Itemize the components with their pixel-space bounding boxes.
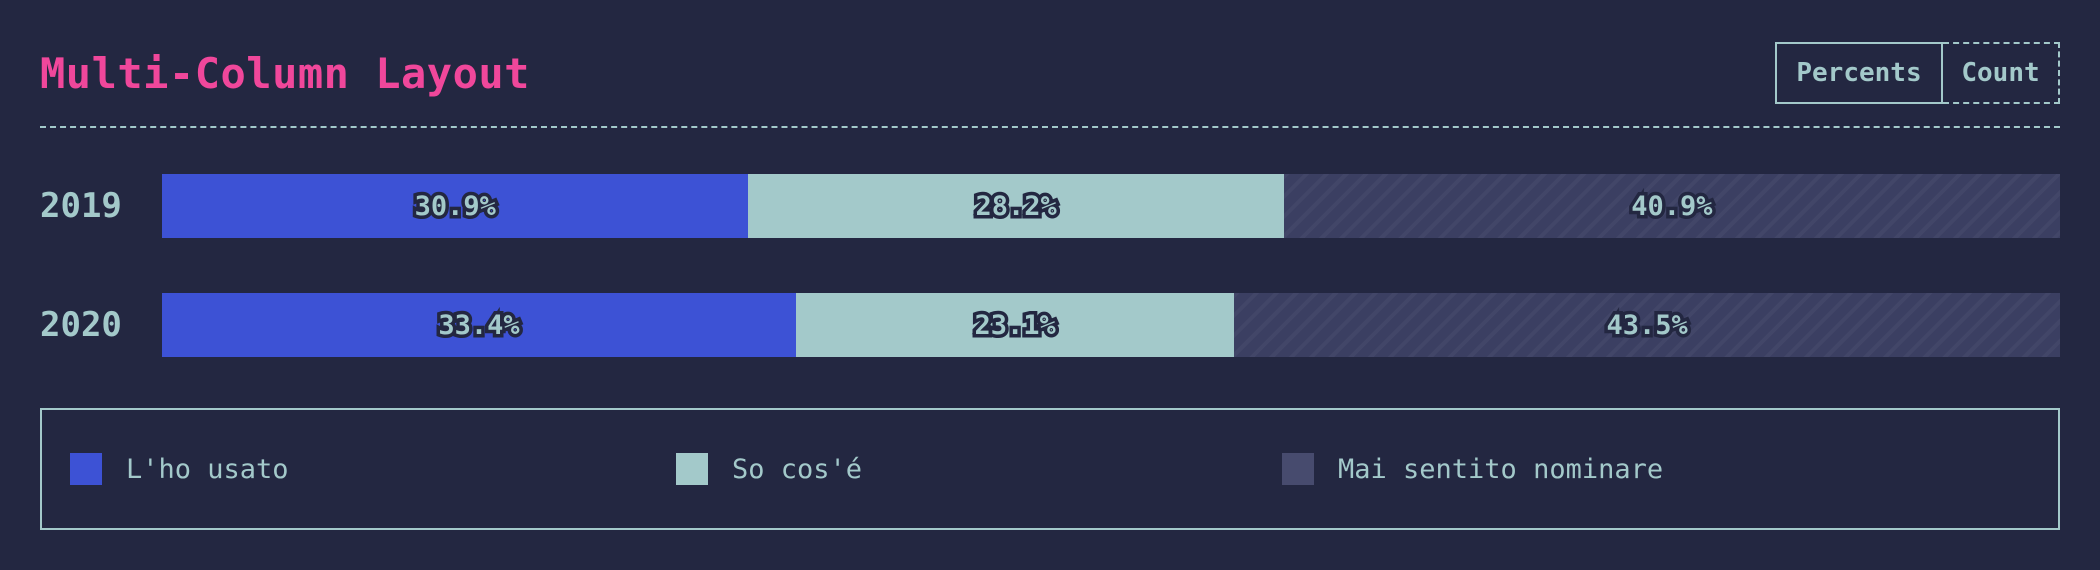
- data-label: 30.9%: [411, 187, 499, 225]
- data-label: 28.2%: [972, 187, 1060, 225]
- legend-swatch: [1282, 453, 1314, 485]
- bar-segment-2019-0[interactable]: 30.9%: [162, 174, 749, 238]
- count-button[interactable]: Count: [1943, 42, 2060, 104]
- legend: L'ho usato So cos'é Mai sentito nominare: [40, 408, 2060, 530]
- bar-segment-2020-1[interactable]: 23.1%: [795, 293, 1235, 357]
- legend-item-know[interactable]: So cos'é: [676, 410, 862, 528]
- header-divider: [40, 126, 2060, 128]
- unit-toggle: Percents Count: [1775, 42, 2060, 104]
- legend-swatch: [676, 453, 708, 485]
- bar-row-2019: 30.9% 28.2% 40.9%: [162, 174, 2060, 238]
- legend-label: L'ho usato: [126, 453, 289, 485]
- bar-segment-2020-0[interactable]: 33.4%: [162, 293, 796, 357]
- page-title: Multi-Column Layout: [40, 49, 530, 98]
- data-label: 40.9%: [1628, 187, 1716, 225]
- legend-item-never-heard[interactable]: Mai sentito nominare: [1282, 410, 1663, 528]
- legend-label: Mai sentito nominare: [1338, 453, 1664, 485]
- bar-segment-2019-1[interactable]: 28.2%: [748, 174, 1284, 238]
- data-label: 43.5%: [1603, 306, 1691, 344]
- legend-swatch: [70, 453, 102, 485]
- data-label: 33.4%: [435, 306, 523, 344]
- bar-segment-2019-2[interactable]: 40.9%: [1283, 174, 2060, 238]
- legend-item-used[interactable]: L'ho usato: [70, 410, 289, 528]
- legend-label: So cos'é: [732, 453, 863, 485]
- row-label-2019: 2019: [40, 186, 122, 226]
- percents-button[interactable]: Percents: [1775, 42, 1943, 104]
- row-label-2020: 2020: [40, 305, 122, 345]
- data-label: 23.1%: [971, 306, 1059, 344]
- bar-row-2020: 33.4% 23.1% 43.5%: [162, 293, 2060, 357]
- bar-segment-2020-2[interactable]: 43.5%: [1234, 293, 2060, 357]
